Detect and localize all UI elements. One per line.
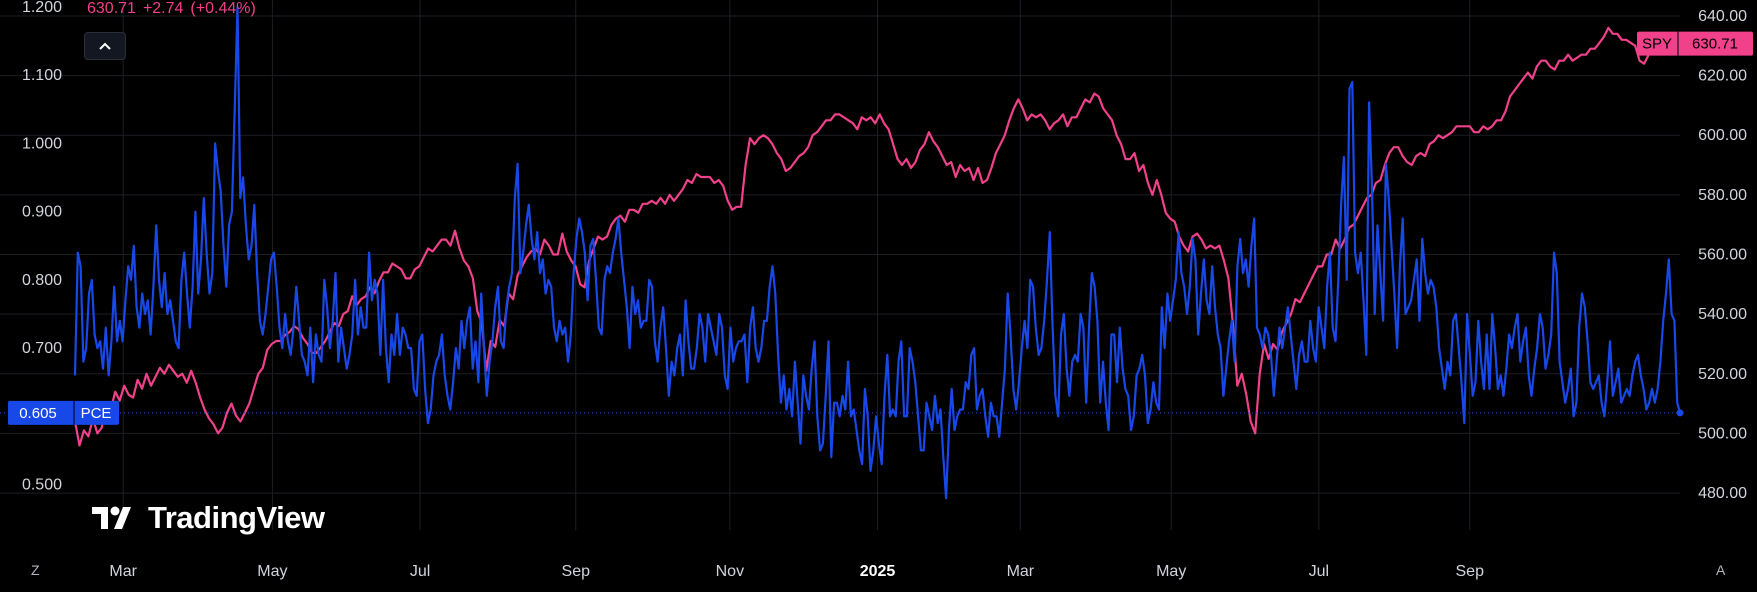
right-tick-label: 600.00 bbox=[1698, 127, 1747, 144]
spy-badge-value: 630.71 bbox=[1692, 36, 1738, 53]
left-axis: 1.200 1.100 1.000 0.900 0.800 0.700 0.500 bbox=[22, 0, 62, 494]
right-tick-label: 520.00 bbox=[1698, 366, 1747, 383]
right-tick-label: 500.00 bbox=[1698, 425, 1747, 442]
watermark-text: TradingView bbox=[148, 500, 325, 535]
tradingview-watermark: TradingView bbox=[92, 500, 325, 536]
time-axis: Mar May Jul Sep Nov 2025 Mar May Jul Sep bbox=[109, 563, 1484, 580]
legend-price: 630.71 bbox=[87, 0, 136, 17]
right-tick-label: 540.00 bbox=[1698, 306, 1747, 323]
collapse-legend-button[interactable] bbox=[84, 32, 126, 60]
spy-last-value-badge: SPY 630.71 bbox=[1637, 31, 1753, 56]
pce-badge-value: 0.605 bbox=[19, 405, 57, 422]
left-tick-label: 0.500 bbox=[22, 477, 62, 494]
pce-badge-bg bbox=[8, 400, 119, 425]
left-tick-label: 0.900 bbox=[22, 204, 62, 221]
x-tick-label: Sep bbox=[1456, 563, 1485, 580]
right-tick-label: 620.00 bbox=[1698, 68, 1747, 85]
series-line-spy bbox=[73, 26, 1658, 447]
right-axis: 640.00 620.00 600.00 580.00 560.00 540.00 520.… bbox=[1698, 8, 1747, 502]
tradingview-logo-icon bbox=[92, 506, 131, 529]
right-tick-label: 640.00 bbox=[1698, 8, 1747, 25]
x-tick-label: 2025 bbox=[860, 563, 896, 580]
right-tick-label: 580.00 bbox=[1698, 187, 1747, 204]
last-value-line bbox=[0, 409, 1684, 417]
chevron-up-icon bbox=[99, 42, 111, 50]
x-tick-label: Mar bbox=[109, 563, 137, 580]
left-tick-label: 1.200 bbox=[22, 0, 62, 16]
last-value-badges: 0.605 PCE SPY 630.71 bbox=[8, 31, 1753, 425]
pce-last-point bbox=[1676, 409, 1684, 417]
x-tick-label: Mar bbox=[1007, 563, 1035, 580]
pce-last-value-badge: 0.605 PCE bbox=[8, 400, 119, 425]
auto-scale-toggle[interactable]: A bbox=[1716, 562, 1726, 578]
spy-badge-name: SPY bbox=[1642, 36, 1672, 53]
pce-badge-name: PCE bbox=[81, 405, 112, 422]
x-tick-label: Sep bbox=[562, 563, 591, 580]
grid-lines bbox=[0, 0, 1680, 530]
series-layer bbox=[73, 5, 1682, 500]
log-scale-toggle[interactable]: Z bbox=[31, 562, 40, 578]
left-tick-label: 1.100 bbox=[22, 67, 62, 84]
x-tick-label: Jul bbox=[1309, 563, 1329, 580]
left-tick-label: 0.700 bbox=[22, 340, 62, 357]
series-line-pce bbox=[73, 5, 1682, 500]
legend-change: +2.74 bbox=[142, 0, 184, 17]
spy-badge-bg bbox=[1637, 31, 1753, 56]
right-tick-label: 560.00 bbox=[1698, 247, 1747, 264]
x-tick-label: May bbox=[1156, 563, 1186, 580]
x-tick-label: Jul bbox=[410, 563, 430, 580]
left-tick-label: 1.000 bbox=[22, 135, 62, 152]
series-legend: 630.71 +2.74 (+0.44%) bbox=[87, 0, 263, 18]
legend-change-pct: (+0.44%) bbox=[190, 0, 256, 17]
right-tick-label: 480.00 bbox=[1698, 485, 1747, 502]
left-tick-label: 0.800 bbox=[22, 272, 62, 289]
x-tick-label: Nov bbox=[716, 563, 744, 580]
x-tick-label: May bbox=[257, 563, 287, 580]
